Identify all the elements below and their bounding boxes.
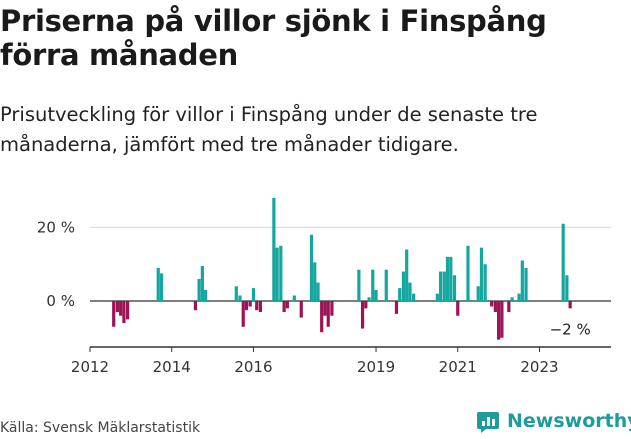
bar [299, 301, 303, 318]
bar [193, 301, 198, 311]
newsworthy-logo-icon [477, 412, 499, 433]
bar [452, 275, 457, 301]
bar [500, 301, 504, 338]
bar [490, 301, 494, 307]
bar [316, 282, 320, 301]
bar [119, 301, 123, 316]
bar [330, 301, 334, 316]
bar [285, 301, 289, 309]
bar [313, 262, 317, 301]
bar [442, 271, 446, 301]
bar [483, 264, 487, 301]
bar [374, 289, 378, 301]
bar [510, 297, 514, 301]
bar [405, 249, 409, 301]
bar [238, 295, 242, 301]
bar [275, 247, 279, 301]
x-tick-label: 2021 [439, 358, 477, 376]
bar [282, 301, 286, 313]
bar [241, 301, 245, 327]
x-tick-label: 2023 [520, 358, 558, 376]
bar [517, 293, 521, 301]
bar [493, 301, 497, 313]
brand-name: Newsworthy [507, 410, 631, 432]
bar [292, 295, 296, 301]
bar [156, 267, 160, 301]
bar [384, 269, 388, 301]
bar [200, 266, 204, 301]
bar [367, 297, 371, 301]
bar [398, 288, 402, 301]
x-tick-label: 2019 [357, 358, 395, 376]
bar [394, 301, 399, 314]
bar [122, 301, 126, 324]
bar [439, 271, 443, 301]
bar [125, 301, 130, 320]
bar [561, 223, 565, 301]
bar [309, 234, 314, 301]
brand-logo[interactable]: Newsworthy [476, 406, 631, 436]
bar [412, 293, 416, 301]
bar [497, 301, 501, 340]
bar [445, 256, 450, 301]
y-tick-label: 0 % [46, 292, 75, 310]
x-tick-label: 2016 [234, 358, 272, 376]
bar [520, 260, 524, 301]
bar [435, 293, 439, 301]
bar [565, 275, 569, 301]
bar [456, 301, 460, 316]
bar [357, 269, 361, 301]
bar [255, 301, 259, 311]
bar [204, 289, 208, 301]
chart-title: Priserna på villor sjönk i Finspång förr… [0, 4, 547, 72]
bar [258, 301, 262, 313]
bar [524, 267, 528, 301]
bar [449, 256, 453, 301]
bar [326, 301, 330, 327]
source-note: Källa: Svensk Mäklarstatistik [0, 420, 201, 436]
bar [479, 247, 484, 301]
bar [272, 197, 276, 301]
bar [279, 245, 283, 301]
bar [251, 288, 256, 301]
bar [244, 301, 249, 311]
y-tick-label: 20 % [37, 218, 75, 236]
bar [323, 301, 327, 316]
bar [320, 301, 324, 333]
bar [401, 271, 406, 301]
bar [466, 245, 470, 301]
bar [112, 301, 116, 327]
bar-chart: 0 % 20 % 2012 2014 2016 2019 2021 2023 −2 % [37, 197, 611, 376]
bar [115, 301, 119, 313]
bar [371, 269, 375, 301]
chart-subtitle: Prisutveckling för villor i Finspång und… [0, 103, 538, 156]
bar [234, 286, 238, 301]
bar [248, 301, 252, 307]
bar [507, 301, 511, 313]
bar [408, 282, 412, 301]
bar [197, 278, 201, 301]
bar [568, 301, 572, 309]
x-tick-label: 2012 [71, 358, 109, 376]
latest-value-label: −2 % [550, 320, 591, 338]
x-tick-label: 2014 [153, 358, 191, 376]
bar [159, 273, 164, 301]
bar [476, 286, 480, 301]
bar [364, 301, 368, 309]
bar [360, 301, 365, 329]
